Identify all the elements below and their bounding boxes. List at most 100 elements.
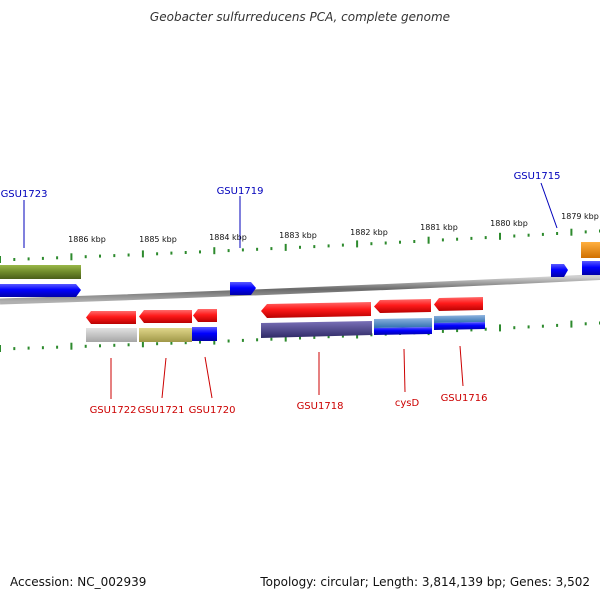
outer-scale-tick <box>413 240 416 243</box>
inner-scale-tick <box>499 324 501 332</box>
outer-scale-tick <box>141 250 144 258</box>
inner-scale-tick <box>156 342 159 346</box>
inner-scale-tick <box>541 324 544 328</box>
leader-line-gsu1721 <box>161 357 167 399</box>
tick-label-1882: 1882 kbp <box>350 228 388 237</box>
gene-label-gsu1723[interactable]: GSU1723 <box>1 189 48 200</box>
outer-scale-tick <box>441 238 444 242</box>
tick-label-1886: 1886 kbp <box>68 235 106 244</box>
gene-arrow-gsu1722[interactable] <box>86 311 136 324</box>
inner-scale-tick <box>170 341 173 345</box>
inner-scale-tick <box>0 345 1 352</box>
gene-label-gsu1722[interactable]: GSU1722 <box>90 405 137 416</box>
outer-scale-tick <box>227 249 230 253</box>
blue-feature-bar-gsu1716 <box>434 322 485 330</box>
topology-text: Topology: circular; Length: 3,814,139 bp… <box>260 575 590 589</box>
tick-label-1883: 1883 kbp <box>279 231 317 240</box>
steel-feature-bar <box>374 318 432 328</box>
outer-scale-tick <box>41 256 44 260</box>
blue-feature-bar-gsu1720 <box>192 327 217 341</box>
outer-scale-tick <box>356 240 359 248</box>
outer-scale-tick <box>256 247 259 251</box>
outer-scale-tick <box>370 242 373 246</box>
gene-label-gsu1721[interactable]: GSU1721 <box>138 405 185 416</box>
inner-scale-tick <box>227 339 230 343</box>
gene-labels: GSU1723 GSU1719 GSU1715 GSU1722 GSU1721 … <box>1 171 561 416</box>
outer-scale-tick <box>327 244 330 248</box>
inner-scale-tick <box>141 340 144 348</box>
inner-scale-tick <box>13 347 16 351</box>
inner-scale-tick <box>299 336 301 340</box>
gray-feature-bar <box>86 328 137 342</box>
inner-scale-tick <box>441 329 444 333</box>
inner-scale-tick <box>84 344 87 348</box>
outer-scale-tick <box>499 232 501 240</box>
blue-feature-bar-cysd <box>374 327 432 335</box>
gene-arrow-gsu1723[interactable] <box>0 284 81 297</box>
outer-scale-tick <box>127 253 130 257</box>
outer-scale-tick <box>241 248 244 252</box>
inner-scale-tick <box>184 341 187 345</box>
gene-arrow-gsu1721[interactable] <box>139 310 192 323</box>
tick-label-1879: 1879 kbp <box>561 212 599 221</box>
outer-scale-tick <box>427 236 430 244</box>
gene-label-gsu1715[interactable]: GSU1715 <box>514 171 561 182</box>
inner-scale-tick <box>70 342 73 350</box>
gene-arrow-gsu1718[interactable] <box>261 302 371 318</box>
outer-scale-tick <box>556 232 559 235</box>
tick-label-1885: 1885 kbp <box>139 235 177 244</box>
gene-label-gsu1716[interactable]: GSU1716 <box>441 393 488 404</box>
scale-tick-labels: 1886 kbp 1885 kbp 1884 kbp 1883 kbp 1882… <box>68 212 599 244</box>
outer-scale-tick <box>27 257 30 261</box>
outer-scale-tick <box>470 236 473 240</box>
inner-scale-tick <box>341 334 344 338</box>
accession-text: Accession: NC_002939 <box>10 575 147 589</box>
gene-arrow-cysd[interactable] <box>374 299 431 313</box>
outer-scale-tick <box>99 254 101 258</box>
outer-scale-tick <box>284 243 287 251</box>
outer-scale-tick <box>56 256 59 260</box>
gene-arrow-gsu1716[interactable] <box>434 297 483 311</box>
gene-label-gsu1718[interactable]: GSU1718 <box>297 401 344 412</box>
inner-scale-tick <box>284 334 287 342</box>
gene-arrow-gsu1715[interactable] <box>551 264 568 277</box>
outer-scale-tick <box>541 232 544 236</box>
genome-backbone <box>0 274 600 305</box>
inner-scale-tick <box>556 323 559 327</box>
green-feature-bar <box>0 265 81 279</box>
orange-feature-bar <box>581 242 600 258</box>
inner-scale-tick <box>127 343 130 347</box>
inner-scale-tick <box>56 345 59 349</box>
inner-scale-tick <box>484 327 487 331</box>
map-title: Geobacter sulfurreducens PCA, complete g… <box>149 10 451 24</box>
inner-scale-tick <box>584 322 587 326</box>
outer-scale-tick <box>313 245 316 249</box>
gene-arrow-gsu1720[interactable] <box>193 309 217 322</box>
gene-label-gsu1719[interactable]: GSU1719 <box>217 186 264 197</box>
inner-scale-tick <box>199 340 201 344</box>
inner-scale-tick <box>113 343 116 347</box>
inner-scale-tick <box>27 346 30 350</box>
outer-scale-tick <box>184 251 187 254</box>
gene-arrow-gsu1719[interactable] <box>230 282 256 295</box>
inner-scale-tick <box>513 326 516 330</box>
inner-scale-tick <box>570 320 573 328</box>
outer-scale-tick <box>384 241 387 245</box>
inner-scale-tick <box>327 335 330 339</box>
outer-scale-tick <box>584 230 587 234</box>
outer-scale-tick <box>270 247 273 251</box>
outer-scale-tick <box>13 258 16 261</box>
leader-line-gsu1716 <box>459 345 464 387</box>
outer-scale-tick <box>399 240 401 244</box>
khaki-feature-bar <box>139 328 192 342</box>
gene-label-gsu1720[interactable]: GSU1720 <box>189 405 236 416</box>
outer-scale-tick <box>299 245 301 249</box>
tick-label-1881: 1881 kbp <box>420 223 458 232</box>
blue-feature-bar <box>582 261 600 275</box>
outer-scale-tick <box>0 256 1 263</box>
leader-line-gsu1715 <box>540 182 558 229</box>
slate-feature-bar <box>261 321 372 338</box>
gene-label-cysd[interactable]: cysD <box>395 398 420 409</box>
inner-scale-tick <box>99 344 101 348</box>
outer-scale-tick <box>84 255 87 259</box>
